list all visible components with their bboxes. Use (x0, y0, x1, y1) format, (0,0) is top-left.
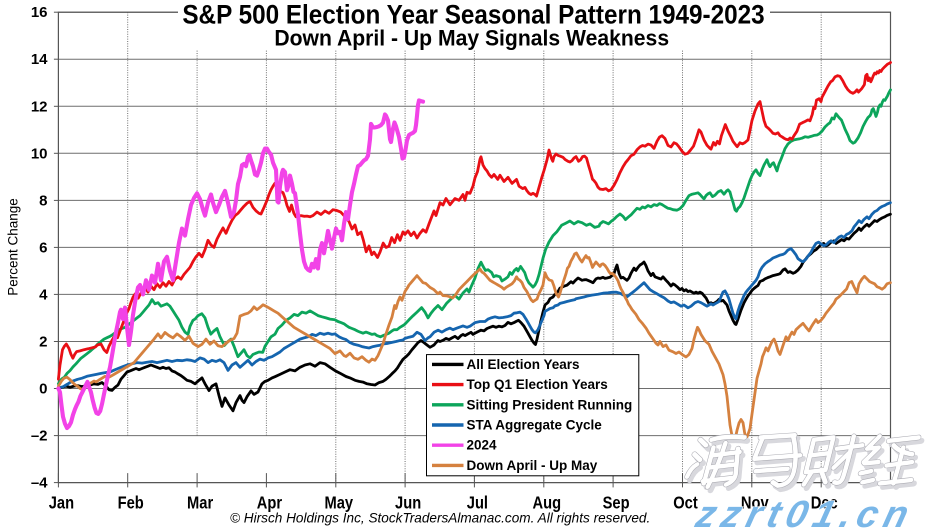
svg-text:8: 8 (39, 192, 47, 209)
svg-text:Jan: Jan (49, 493, 74, 512)
svg-text:–4: –4 (31, 475, 48, 492)
svg-text:Feb: Feb (118, 493, 144, 512)
svg-text:12: 12 (31, 98, 48, 115)
svg-text:© Hirsch Holdings Inc, StockTr: © Hirsch Holdings Inc, StockTradersAlman… (230, 511, 650, 526)
svg-text:May: May (325, 493, 354, 512)
svg-text:Aug: Aug (533, 493, 562, 512)
svg-text:14: 14 (31, 51, 48, 68)
svg-text:–2: –2 (31, 428, 48, 445)
svg-text:Jul: Jul (467, 493, 488, 512)
svg-text:Down April - Up May: Down April - Up May (467, 458, 598, 473)
svg-text:Apr: Apr (257, 493, 283, 512)
svg-text:4: 4 (39, 286, 48, 303)
svg-text:Mar: Mar (187, 493, 214, 512)
svg-text:STA Aggregate Cycle: STA Aggregate Cycle (467, 418, 603, 433)
svg-text:Top Q1 Election Years: Top Q1 Election Years (467, 377, 608, 392)
svg-text:Dec: Dec (811, 493, 838, 512)
svg-text:6: 6 (39, 239, 47, 256)
svg-text:All Election Years: All Election Years (467, 357, 580, 372)
svg-text:zzrt01.cn: zzrt01.cn (691, 494, 919, 530)
svg-text:S&P 500 Election Year Seasonal: S&P 500 Election Year Seasonal Pattern 1… (182, 0, 764, 29)
svg-text:16: 16 (31, 4, 48, 21)
svg-text:10: 10 (31, 145, 48, 162)
svg-text:Sitting President Running: Sitting President Running (467, 397, 633, 412)
svg-text:2: 2 (39, 334, 47, 351)
svg-text:0: 0 (39, 381, 47, 398)
svg-text:Nov: Nov (741, 493, 769, 512)
svg-text:Percent Change: Percent Change (6, 198, 21, 296)
svg-text:2024: 2024 (467, 438, 498, 453)
svg-text:Down April - Up May Signals We: Down April - Up May Signals Weakness (274, 25, 669, 51)
svg-text:Sep: Sep (603, 493, 630, 512)
svg-text:Oct: Oct (673, 493, 698, 512)
svg-text:Jun: Jun (395, 493, 421, 512)
